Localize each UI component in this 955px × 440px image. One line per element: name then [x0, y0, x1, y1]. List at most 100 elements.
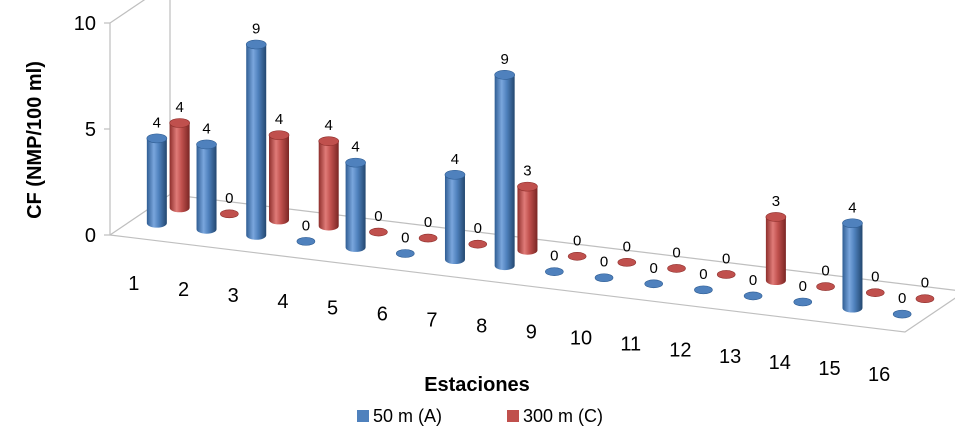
data-label: 0: [921, 275, 929, 292]
bar-c-station-9: 0: [567, 232, 587, 261]
bar-top: [667, 264, 686, 273]
bar-top: [220, 209, 239, 219]
data-label: 0: [623, 238, 631, 255]
bar-top: [196, 139, 217, 150]
bar-c-station-14: 0: [816, 263, 835, 291]
bar-c-station-4: 4: [318, 117, 340, 231]
legend-label-series-0: 50 m (A): [373, 406, 442, 426]
data-label: 0: [424, 214, 432, 231]
bar-top: [892, 309, 912, 319]
bar-top: [915, 294, 935, 304]
bar-top: [345, 157, 366, 168]
x-tick-label: 8: [476, 315, 487, 337]
x-tick-label: 4: [277, 291, 288, 313]
x-tick-label: 2: [178, 279, 189, 301]
data-label: 0: [600, 254, 608, 271]
data-label: 0: [871, 269, 879, 286]
bar-a-station-10: 0: [594, 254, 614, 283]
bar-a-station-4: 0: [296, 217, 316, 246]
x-tick-label: 1: [128, 273, 139, 295]
data-label: 4: [351, 139, 359, 156]
bar-top: [296, 237, 316, 246]
data-label: 4: [325, 117, 333, 134]
bar-top: [318, 136, 340, 146]
x-tick-label: 3: [228, 285, 239, 307]
bar-c-station-16: 0: [915, 275, 935, 304]
bar-top: [418, 233, 438, 243]
bar-top: [594, 273, 614, 283]
bar-top: [395, 249, 415, 258]
x-tick-label: 12: [669, 340, 691, 362]
bar-top: [468, 239, 488, 249]
bar-a-station-2: 4: [196, 120, 217, 234]
bar-a-station-14: 0: [793, 278, 813, 307]
legend-swatch-series-1: [507, 410, 519, 422]
bar-top: [444, 169, 466, 180]
bar-c-station-7: 0: [468, 220, 488, 249]
bar-a-station-12: 0: [694, 266, 713, 295]
x-tick-labels: 1 2 3 4 5 6 7 8 9 10 11 12 13 14 15 16: [128, 273, 890, 386]
bar-a-station-8: 9: [494, 51, 515, 271]
bar-c-station-10: 0: [617, 238, 637, 267]
x-tick-label: 13: [719, 346, 741, 368]
bar-body: [765, 216, 786, 286]
bar-top: [494, 70, 515, 80]
bar-body: [345, 162, 366, 252]
bar-body: [169, 122, 190, 213]
bar-top: [617, 258, 637, 267]
bar-body: [269, 135, 290, 225]
x-tick-label: 14: [769, 352, 791, 374]
data-label: 9: [252, 21, 260, 38]
data-label: 4: [451, 151, 459, 168]
data-label: 0: [699, 266, 707, 283]
bar-body: [196, 144, 217, 234]
data-label: 4: [175, 99, 183, 116]
bar-a-station-3: 9: [245, 21, 267, 240]
bar-a-station-6: 0: [395, 229, 415, 258]
bar-top: [517, 181, 538, 192]
bar-body: [842, 223, 863, 313]
bar-body: [517, 186, 538, 255]
y-tick-label: 10: [74, 13, 96, 35]
bar-c-station-13: 3: [765, 193, 787, 286]
data-label: 0: [722, 250, 730, 267]
chart-walls: [108, 0, 955, 333]
bar-a-station-9: 0: [545, 248, 564, 276]
bar-c-station-8: 3: [517, 163, 538, 255]
bar-a-station-1: 4: [146, 114, 168, 228]
legend-swatch-series-0: [357, 410, 369, 422]
bar-a-station-15: 4: [842, 199, 863, 313]
data-label: 0: [573, 232, 581, 249]
data-label: 0: [302, 217, 310, 234]
bar-c-station-11: 0: [667, 244, 686, 273]
data-label: 0: [821, 263, 829, 280]
bar-c-station-12: 0: [716, 250, 736, 279]
bar-c-station-5: 0: [369, 208, 388, 237]
bar-top: [146, 133, 168, 144]
legend-label-series-1: 300 m (C): [523, 406, 603, 426]
bar-top: [169, 118, 190, 128]
bar-top: [567, 251, 587, 261]
bar-a-station-7: 4: [444, 151, 466, 265]
side-wall-top-edge: [109, 0, 146, 24]
x-tick-label: 10: [570, 328, 592, 350]
bar-top: [816, 282, 835, 291]
bar-body: [494, 74, 515, 271]
y-axis-title: CF (NMP/100 ml): [24, 61, 46, 219]
bar-a-station-11: 0: [644, 260, 664, 289]
data-label: 0: [474, 220, 482, 237]
bar-top: [644, 279, 664, 289]
data-label: 3: [772, 193, 780, 210]
x-tick-label: 11: [620, 334, 641, 356]
bar-top: [765, 212, 787, 222]
bar-a-station-16: 0: [892, 290, 912, 319]
bar-top: [716, 270, 736, 279]
bar-c-station-15: 0: [865, 269, 885, 297]
bar-a-station-13: 0: [743, 272, 763, 301]
bar-top: [245, 39, 267, 50]
bar-c-station-1: 4: [169, 99, 190, 213]
bar-body: [146, 138, 167, 228]
bar-top: [545, 267, 564, 276]
x-tick-label: 15: [818, 358, 840, 380]
